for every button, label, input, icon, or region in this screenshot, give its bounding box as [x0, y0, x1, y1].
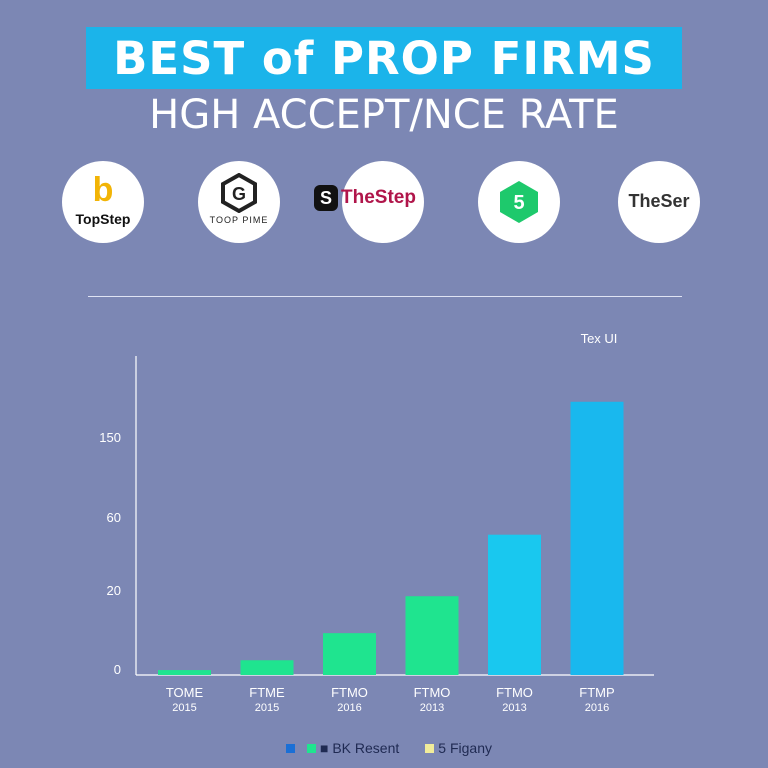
logo-toop-pime-mark: G: [198, 172, 280, 218]
y-tick-label: 20: [107, 583, 121, 598]
logo-theser: TheSer: [618, 161, 700, 243]
x-tick-sublabel: 2013: [420, 702, 444, 714]
logo-five-mark: 5: [478, 178, 560, 231]
bar-4: [405, 596, 459, 675]
y-tick-label: 150: [99, 430, 121, 445]
logo-topstep-mark: b: [92, 171, 114, 209]
hexagon-g-icon: G: [221, 172, 257, 214]
x-tick-label: FTME: [249, 685, 285, 700]
x-tick-sublabel: 2016: [337, 702, 361, 714]
logo-toop-pime-label: TOOP PIME: [209, 215, 269, 225]
x-tick-label: FTMO: [414, 685, 451, 700]
x-tick-sublabel: 2015: [172, 702, 196, 714]
s-badge-icon: S: [314, 185, 338, 211]
x-tick-sublabel: 2015: [255, 702, 279, 714]
logo-topstep-label: TopStep: [75, 211, 131, 227]
legend-swatch-blue: [286, 743, 295, 753]
chart-title: BEST of PROP FIRMS: [113, 31, 655, 85]
legend-label-1: ■ BK Resent: [320, 740, 400, 756]
x-tick-sublabel: 2013: [502, 702, 526, 714]
x-tick-label: TOME: [166, 685, 204, 700]
chart-subtitle: HGH ACCEPT/NCE RATE: [149, 92, 619, 138]
annotation-label: Tex UI: [581, 331, 618, 346]
bar-2: [240, 660, 294, 675]
x-tick-sublabel: 2016: [585, 702, 609, 714]
legend: ■ BK Resent 5 Figany: [286, 740, 492, 756]
bar-5: [488, 534, 541, 675]
y-tick-label: 0: [114, 662, 121, 677]
logo-thestep: [342, 161, 424, 243]
bar-6: [570, 401, 624, 675]
logo-theser-label: TheSer: [628, 191, 690, 211]
x-tick-label: FTMO: [496, 685, 533, 700]
x-tick-label: FTMP: [579, 685, 614, 700]
logo-toop-pime: G TOOP PIME: [198, 161, 280, 243]
bar-1: [158, 670, 211, 675]
svg-text:G: G: [232, 184, 246, 204]
green-hexagon-five-icon: 5: [500, 181, 538, 223]
x-tick-label: FTMO: [331, 685, 368, 700]
bar-3: [323, 633, 376, 675]
logo-thestep-label: TheStep: [341, 187, 416, 208]
title-banner: BEST of PROP FIRMS: [86, 27, 682, 89]
legend-swatch-green: [307, 743, 316, 753]
legend-label-2: 5 Figany: [438, 740, 492, 756]
logo-thestep-brand: S TheStep: [314, 185, 416, 211]
logo-five: 5: [478, 161, 560, 243]
logo-topstep: b TopStep: [62, 161, 144, 243]
y-tick-label: 60: [107, 510, 121, 525]
svg-text:5: 5: [513, 192, 524, 214]
legend-swatch-yellow: [425, 743, 435, 753]
divider-line: [88, 296, 682, 297]
